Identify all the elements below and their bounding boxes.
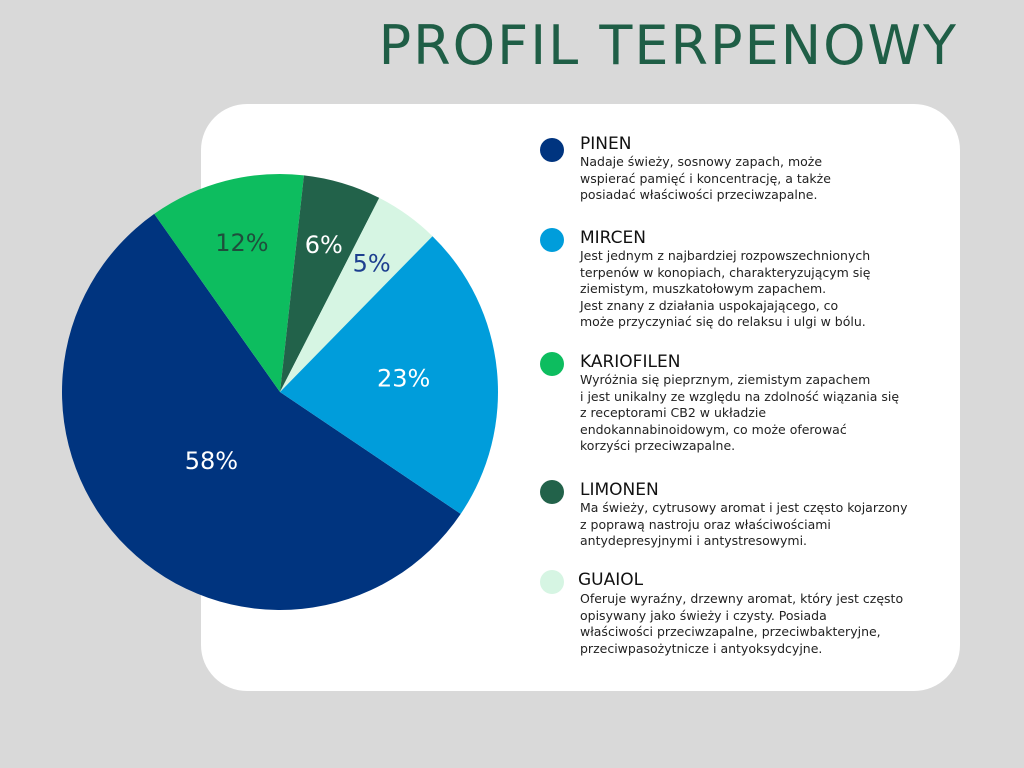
legend-name: MIRCEN	[580, 228, 646, 248]
legend-name: LIMONEN	[580, 480, 659, 500]
pie-slice-pinen	[61, 213, 461, 610]
pinen-color-dot	[540, 138, 564, 162]
legend-name: PINEN	[580, 134, 632, 154]
legend-description: Wyróżnia się pieprznym, ziemistym zapach…	[580, 372, 900, 453]
kariofilen-color-dot	[540, 352, 564, 376]
slice-label-guaiol: 5%	[353, 250, 391, 278]
legend-description: Jest jednym z najbardziej rozpowszechnio…	[580, 248, 871, 329]
slice-label-limonen: 6%	[305, 231, 343, 259]
pie-slice-kariofilen	[154, 174, 304, 392]
slice-label-mircen: 23%	[377, 364, 430, 392]
legend-description: Ma świeży, cytrusowy aromat i jest częst…	[580, 500, 908, 548]
legend-name: GUAIOL	[578, 570, 644, 590]
legend-name: KARIOFILEN	[580, 352, 681, 372]
pie-slice-guaiol	[280, 197, 433, 392]
pie-slice-mircen	[280, 236, 498, 514]
guaiol-color-dot	[540, 570, 564, 594]
legend-description: Oferuje wyraźny, drzewny aromat, który j…	[580, 591, 904, 656]
limonen-color-dot	[540, 480, 564, 504]
page-title: PROFIL TERPENOWY	[378, 14, 958, 77]
pie-slice-limonen	[280, 175, 380, 392]
slice-label-kariofilen: 12%	[215, 229, 268, 257]
mircen-color-dot	[540, 228, 564, 252]
legend-description: Nadaje świeży, sosnowy zapach, może wspi…	[580, 154, 831, 202]
slice-label-pinen: 58%	[185, 447, 238, 475]
